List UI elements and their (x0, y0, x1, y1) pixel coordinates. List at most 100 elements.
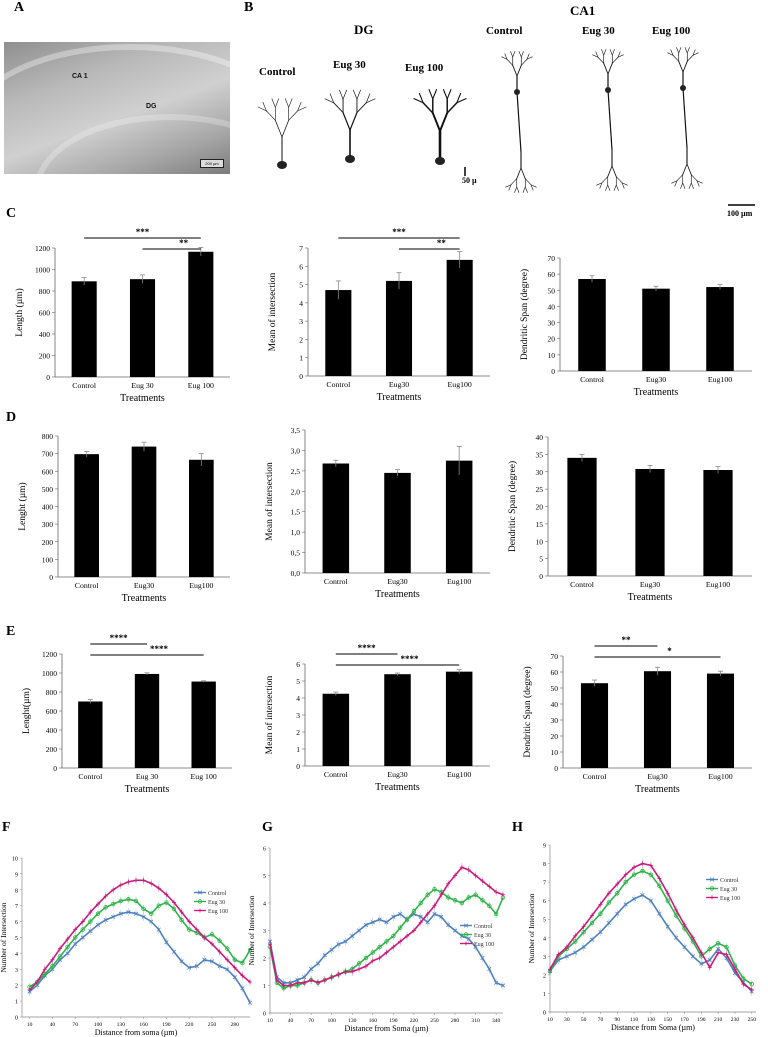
F-series-1-point-4 (57, 954, 63, 959)
D2-ytick-label: 2,5 (291, 467, 301, 476)
H-series-1-point-14 (665, 898, 670, 903)
F-ytick-label: 3 (15, 968, 18, 974)
dg-neuron-0 (281, 119, 290, 138)
G-ytick-label: 6 (263, 847, 266, 853)
F-series-0-point-12 (118, 911, 123, 916)
E2-xtick-label-2: Eug100 (447, 770, 471, 779)
H-ytick-label: 9 (543, 844, 546, 850)
ca1-basal-2 (688, 182, 692, 189)
dg-label-eug100: Eug 100 (405, 62, 444, 74)
ca1-basal-1 (613, 184, 617, 191)
H-series-0-point-16 (682, 944, 687, 950)
H-series-1-point-5 (589, 920, 595, 926)
ca1-basal-1 (607, 184, 611, 191)
F-xtick-label: 160 (139, 1022, 148, 1028)
H-series-0-point-12 (648, 898, 653, 903)
G-xtick-label: 70 (308, 1018, 314, 1024)
F-series-1-point-28 (240, 960, 245, 966)
F-ytick-label: 7 (15, 904, 18, 910)
G-series-1-point-17 (384, 939, 389, 944)
D1-ytick-label: 700 (42, 450, 54, 459)
H-series-1-point-8 (615, 891, 620, 896)
F-series-0-point-28 (240, 986, 245, 991)
C1-xtick-label-2: Eug 100 (188, 381, 214, 390)
dg-label-control: Control (259, 66, 296, 78)
F-series-0-point-17 (156, 927, 161, 932)
ca1-title: CA1 (570, 3, 596, 18)
G-series-1-point-23 (425, 892, 430, 897)
E2-bar-1 (384, 674, 411, 766)
C3-y-axis-label: Dendritic Span (degree) (519, 269, 530, 360)
H-series-0-point-11 (640, 893, 645, 898)
ca1-basal-0 (524, 178, 532, 186)
F-xtick-label: 10 (27, 1022, 33, 1028)
C3-ytick-label: 50 (548, 286, 556, 295)
D2-xtick-label-0: Control (324, 577, 349, 586)
G-xtick-label: 280 (451, 1018, 460, 1024)
G-series-0-point-26 (446, 922, 451, 928)
C3-bar-1 (642, 288, 670, 371)
F-series-0-point-18 (164, 940, 169, 945)
D1-bar-1 (131, 446, 157, 577)
D1-ytick-label: 200 (42, 538, 54, 547)
D2-y-axis-label: Mean of intersection (264, 462, 275, 541)
D2-xtick-label-2: Eug100 (447, 577, 471, 586)
G-legend-marker-1 (463, 932, 469, 937)
ca1-basal-0 (516, 186, 520, 193)
E1-bar-0 (78, 701, 103, 768)
ca1-apical-0 (518, 51, 522, 58)
C3-ytick-label: 10 (548, 351, 556, 360)
E3-x-axis-label: Treatments (635, 784, 680, 795)
dg-neuron-1 (324, 98, 335, 104)
F-xtick-label: 250 (208, 1022, 217, 1028)
C1-x-axis-label: Treatments (120, 393, 165, 404)
ca1-basal-1 (611, 165, 617, 178)
H-ytick-label: 2 (543, 973, 546, 979)
G-series-line-2 (269, 866, 504, 987)
H-ytick-label: 5 (543, 918, 546, 924)
ca1-apical-2 (672, 54, 680, 62)
F-series-1-point-14 (133, 898, 139, 904)
C2-signif-label-0: *** (392, 227, 406, 237)
D1-xtick-label-0: Control (75, 581, 100, 590)
C1-ytick-label: 0 (46, 373, 50, 382)
F-series-0-point-16 (149, 919, 154, 924)
D3-ytick-label: 15 (536, 520, 544, 529)
D3-xtick-label-2: Eug100 (706, 580, 730, 589)
ca1-apical-0 (516, 64, 522, 77)
F-series-1-point-7 (80, 927, 85, 932)
F-x-axis-label: Distance from soma (µm) (95, 1028, 178, 1037)
E2-bar-2 (445, 671, 473, 766)
E1-ytick-label: 0 (53, 764, 57, 773)
H-xtick-label: 50 (581, 1017, 587, 1023)
D3-bar-1 (635, 468, 665, 576)
F-series-0-point-15 (141, 914, 146, 919)
F-series-0-point-24 (209, 959, 215, 964)
ca1-apical-0 (520, 51, 524, 58)
F-series-1-point-20 (179, 917, 184, 923)
E2-signif-label-1: **** (401, 654, 420, 664)
H-xtick-label: 110 (630, 1017, 638, 1023)
D2-ytick-label: 3,5 (291, 426, 301, 435)
ca1-apical-2 (678, 47, 682, 54)
F-xtick-label: 100 (94, 1022, 103, 1028)
F-series-0-point-20 (179, 959, 184, 964)
D3-ytick-label: 25 (536, 485, 544, 494)
H-series-0-point-14 (665, 924, 670, 929)
dg-neuron-0 (271, 98, 276, 108)
D3-xtick-label-0: Control (570, 580, 595, 589)
E2-ytick-label: 5 (296, 677, 300, 686)
G-series-1-point-30 (473, 892, 478, 897)
ca1-apical-1 (601, 49, 605, 56)
F-series-0-point-26 (225, 967, 230, 972)
F-legend-marker-0 (197, 890, 203, 895)
F-series-1-point-10 (103, 905, 108, 910)
E1-xtick-label-1: Eug 30 (136, 772, 158, 781)
ca1-basal-2 (682, 163, 688, 176)
H-series-0-point-6 (598, 930, 603, 935)
G-legend-marker-0 (463, 923, 469, 928)
H-xtick-label: 190 (697, 1017, 706, 1023)
D1-ytick-label: 800 (42, 432, 54, 441)
ca1-apical-2 (692, 52, 699, 56)
C3-ytick-label: 20 (548, 335, 556, 344)
